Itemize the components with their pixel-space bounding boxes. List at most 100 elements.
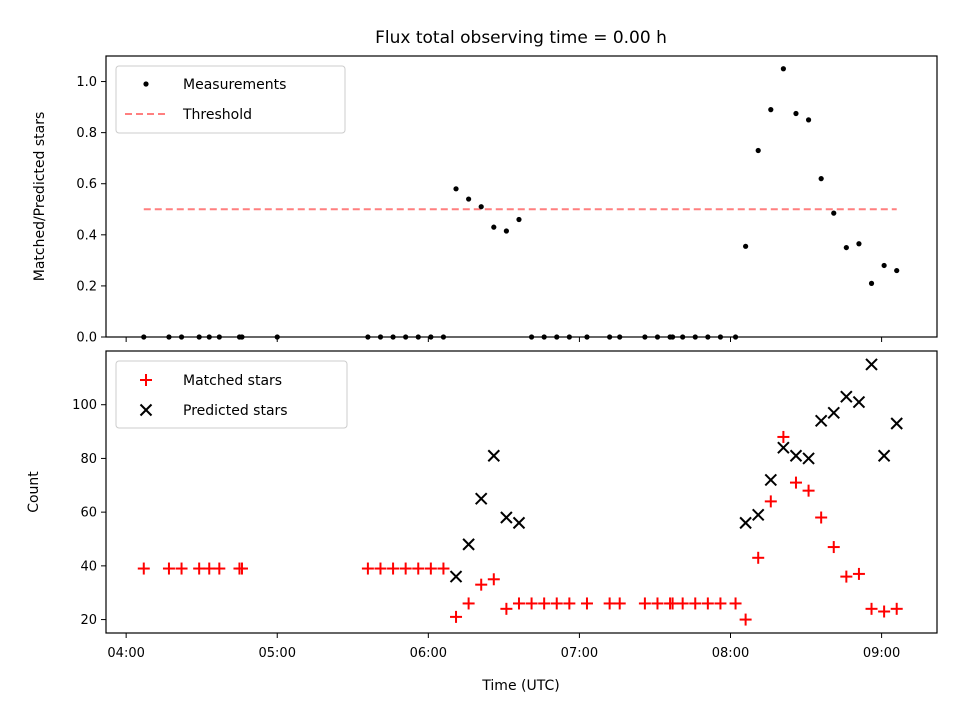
matched-star-point <box>852 567 865 580</box>
matched-star-point <box>162 562 175 575</box>
matched-star-point <box>714 597 727 610</box>
matched-star-point <box>603 597 616 610</box>
matched-star-point <box>412 562 425 575</box>
top-legend: Measurements Threshold <box>115 65 346 134</box>
matched-star-point <box>729 597 742 610</box>
top-y-tick-label: 1.0 <box>76 75 97 90</box>
measurement-point <box>743 243 749 249</box>
measurement-point <box>818 176 824 182</box>
matched-star-point <box>175 562 188 575</box>
matched-star-point <box>374 562 387 575</box>
matched-star-point <box>802 484 815 497</box>
matched-star-point <box>137 562 150 575</box>
matched-star-point <box>865 602 878 615</box>
top-y-tick-label: 0.4 <box>76 228 97 243</box>
predicted-star-point <box>764 473 778 487</box>
matched-star-point <box>764 495 777 508</box>
top-y-tick-label: 0.6 <box>76 177 97 192</box>
matched-star-point <box>666 597 679 610</box>
measurement-point <box>516 216 522 223</box>
measurement-point <box>805 117 812 123</box>
measurement-point <box>881 262 887 269</box>
bottom-y-tick-label: 80 <box>80 452 97 467</box>
legend-measurements-label: Measurements <box>183 77 286 93</box>
legend-predicted-marker <box>139 403 153 417</box>
predicted-star-point <box>739 516 752 530</box>
matched-star-point <box>525 597 538 610</box>
matched-star-point <box>213 562 226 575</box>
measurement-point <box>466 196 472 202</box>
matched-star-point <box>689 597 702 610</box>
matched-star-point <box>437 562 450 575</box>
predicted-star-point <box>877 449 891 462</box>
bottom-y-tick-label: 20 <box>80 613 97 628</box>
x-tick-label: 09:00 <box>863 646 900 661</box>
measurement-point <box>503 228 509 234</box>
matched-star-point <box>512 597 525 610</box>
matched-star-point <box>840 570 853 583</box>
x-tick-label: 07:00 <box>561 646 598 661</box>
matched-star-point <box>538 597 551 610</box>
matched-star-point <box>739 613 752 626</box>
measurement-point <box>491 224 497 230</box>
matched-star-point <box>563 597 576 610</box>
legend-matched-marker <box>140 374 152 386</box>
predicted-star-point <box>449 570 463 583</box>
measurement-point <box>843 244 849 251</box>
top-y-tick-label: 0.8 <box>76 126 97 141</box>
legend-threshold-label: Threshold <box>182 107 252 123</box>
matched-star-point <box>462 597 475 610</box>
matched-star-point <box>752 551 765 564</box>
legend-predicted-label: Predicted stars <box>183 403 288 419</box>
matched-star-point <box>500 602 513 615</box>
matched-star-point <box>613 597 626 610</box>
measurement-point <box>755 147 761 154</box>
matched-star-point <box>890 602 903 615</box>
measurement-point <box>453 186 459 192</box>
measurement-point <box>780 66 786 72</box>
measurement-point <box>768 107 774 113</box>
matched-star-point <box>651 597 664 610</box>
bottom-y-axis-label: Count <box>26 471 42 513</box>
predicted-star-point <box>840 390 853 403</box>
measurement-point <box>793 110 799 117</box>
chart-title: Flux total observing time = 0.00 h <box>375 28 667 48</box>
bottom-y-tick-label: 100 <box>72 398 97 413</box>
legend-matched-label: Matched stars <box>183 373 282 389</box>
predicted-star-point <box>890 417 903 430</box>
top-y-tick-label: 0.0 <box>76 331 97 346</box>
bottom-y-tick-label: 40 <box>80 559 97 574</box>
predicted-star-point <box>752 508 765 522</box>
x-tick-label: 04:00 <box>107 646 144 661</box>
matched-star-point <box>387 562 400 575</box>
matched-star-point <box>487 573 500 586</box>
matched-star-point <box>777 430 790 443</box>
matched-star-point <box>878 605 891 618</box>
matched-star-point <box>193 562 206 575</box>
predicted-star-point <box>462 538 475 551</box>
measurement-point <box>856 241 862 247</box>
predicted-star-point <box>852 395 866 409</box>
matched-star-point <box>701 597 714 610</box>
top-plot-frame <box>105 55 938 338</box>
x-tick-label: 05:00 <box>259 646 296 661</box>
matched-star-point <box>475 578 488 591</box>
predicted-star-point <box>475 492 488 505</box>
legend-measurements-marker <box>143 81 149 87</box>
matched-star-point <box>638 597 651 610</box>
predicted-star-point <box>827 406 840 419</box>
matched-star-point <box>550 597 563 610</box>
measurement-point <box>868 280 875 286</box>
x-tick-label: 06:00 <box>410 646 447 661</box>
matched-star-point <box>450 610 463 623</box>
x-tick-label: 08:00 <box>712 646 749 661</box>
top-panel: 0.0 0.2 0.4 0.6 0.8 1.0 Matched/Predicted sta… <box>32 55 938 346</box>
matched-star-point <box>235 562 248 575</box>
bottom-legend: Matched stars Predicted stars <box>115 360 348 429</box>
predicted-star-point <box>500 511 513 524</box>
predicted-star-point <box>865 358 878 371</box>
predicted-star-point <box>512 516 526 530</box>
matched-star-point <box>203 562 216 575</box>
measurement-point <box>478 204 484 210</box>
